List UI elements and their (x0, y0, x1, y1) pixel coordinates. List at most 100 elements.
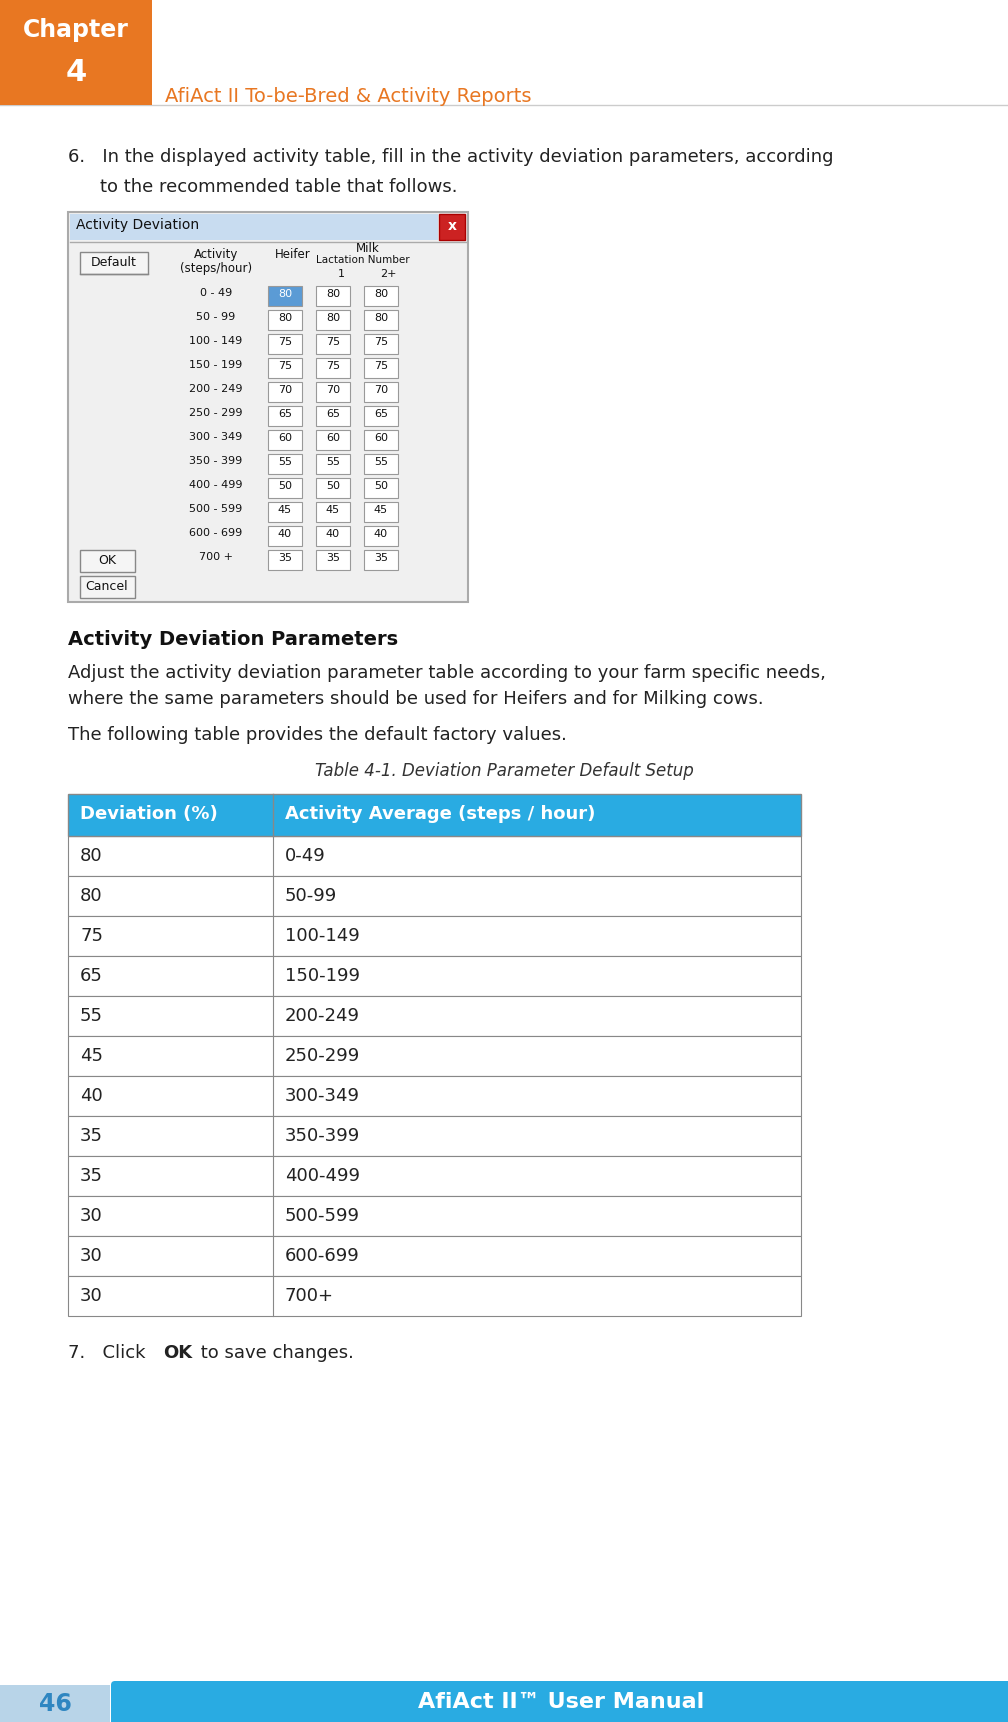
FancyBboxPatch shape (316, 455, 350, 474)
Text: Heifer: Heifer (275, 248, 310, 262)
FancyBboxPatch shape (0, 1686, 110, 1722)
FancyBboxPatch shape (68, 1197, 801, 1236)
Text: AfiAct II™ User Manual: AfiAct II™ User Manual (418, 1693, 705, 1712)
Text: 600 - 699: 600 - 699 (190, 529, 243, 537)
FancyBboxPatch shape (68, 212, 468, 603)
Text: Milk: Milk (356, 243, 380, 255)
FancyBboxPatch shape (364, 382, 398, 401)
FancyBboxPatch shape (364, 503, 398, 522)
Text: 0 - 49: 0 - 49 (200, 288, 232, 298)
FancyBboxPatch shape (316, 286, 350, 307)
Text: 400-499: 400-499 (285, 1168, 360, 1185)
FancyBboxPatch shape (316, 406, 350, 425)
Text: Lactation Number: Lactation Number (317, 255, 410, 265)
FancyBboxPatch shape (364, 334, 398, 355)
Text: 80: 80 (374, 313, 388, 324)
FancyBboxPatch shape (364, 286, 398, 307)
FancyBboxPatch shape (268, 455, 302, 474)
Text: 35: 35 (80, 1126, 103, 1145)
Text: 300-349: 300-349 (285, 1087, 360, 1106)
Text: 35: 35 (326, 553, 340, 563)
FancyBboxPatch shape (68, 1155, 801, 1197)
FancyBboxPatch shape (68, 916, 801, 956)
FancyBboxPatch shape (268, 382, 302, 401)
Text: 65: 65 (374, 410, 388, 418)
Text: Activity Average (steps / hour): Activity Average (steps / hour) (285, 804, 596, 823)
FancyBboxPatch shape (68, 1276, 801, 1316)
Text: 200 - 249: 200 - 249 (190, 384, 243, 394)
Text: 30: 30 (80, 1286, 103, 1305)
Text: Table 4-1. Deviation Parameter Default Setup: Table 4-1. Deviation Parameter Default S… (314, 763, 694, 780)
FancyBboxPatch shape (68, 1037, 801, 1076)
FancyBboxPatch shape (80, 549, 135, 572)
Text: 0-49: 0-49 (285, 847, 326, 864)
Text: 35: 35 (278, 553, 292, 563)
FancyBboxPatch shape (68, 876, 801, 916)
Text: 65: 65 (278, 410, 292, 418)
Text: 55: 55 (374, 456, 388, 467)
FancyBboxPatch shape (268, 286, 302, 307)
FancyBboxPatch shape (268, 503, 302, 522)
Text: 80: 80 (326, 289, 340, 300)
Text: 500-599: 500-599 (285, 1207, 360, 1224)
Text: 350 - 399: 350 - 399 (190, 456, 243, 467)
FancyBboxPatch shape (80, 251, 148, 274)
Text: 80: 80 (80, 887, 103, 906)
Text: 50: 50 (326, 480, 340, 491)
FancyBboxPatch shape (0, 0, 152, 105)
Text: 6.   In the displayed activity table, fill in the activity deviation parameters,: 6. In the displayed activity table, fill… (68, 148, 834, 165)
FancyBboxPatch shape (268, 430, 302, 449)
Text: 45: 45 (374, 505, 388, 515)
FancyBboxPatch shape (316, 525, 350, 546)
FancyBboxPatch shape (364, 549, 398, 570)
Text: Default: Default (91, 257, 137, 269)
FancyBboxPatch shape (316, 382, 350, 401)
FancyBboxPatch shape (439, 214, 465, 239)
FancyBboxPatch shape (316, 430, 350, 449)
Text: OK: OK (98, 554, 116, 567)
Text: 50: 50 (278, 480, 292, 491)
FancyBboxPatch shape (364, 525, 398, 546)
Text: 400 - 499: 400 - 499 (190, 480, 243, 491)
Text: 80: 80 (278, 313, 292, 324)
Text: 46: 46 (38, 1693, 72, 1717)
Text: 600-699: 600-699 (285, 1247, 360, 1266)
Text: The following table provides the default factory values.: The following table provides the default… (68, 727, 566, 744)
Text: 35: 35 (80, 1168, 103, 1185)
Text: 150-199: 150-199 (285, 968, 360, 985)
Text: to save changes.: to save changes. (195, 1343, 354, 1362)
Text: Activity Deviation: Activity Deviation (76, 219, 200, 232)
FancyBboxPatch shape (268, 549, 302, 570)
Text: 50: 50 (374, 480, 388, 491)
Text: 50 - 99: 50 - 99 (197, 312, 236, 322)
Text: 40: 40 (374, 529, 388, 539)
Text: 100-149: 100-149 (285, 926, 360, 945)
Text: 75: 75 (326, 362, 340, 370)
Text: 80: 80 (374, 289, 388, 300)
Text: 70: 70 (326, 386, 340, 394)
Text: 65: 65 (326, 410, 340, 418)
Text: 75: 75 (278, 338, 292, 348)
Text: 500 - 599: 500 - 599 (190, 505, 243, 513)
FancyBboxPatch shape (316, 358, 350, 379)
FancyBboxPatch shape (268, 310, 302, 331)
FancyBboxPatch shape (268, 406, 302, 425)
Text: (steps/hour): (steps/hour) (180, 262, 252, 276)
Text: Activity Deviation Parameters: Activity Deviation Parameters (68, 630, 398, 649)
Text: 55: 55 (278, 456, 292, 467)
FancyBboxPatch shape (111, 1681, 1008, 1722)
Text: 75: 75 (326, 338, 340, 348)
Text: 150 - 199: 150 - 199 (190, 360, 243, 370)
Text: 250 - 299: 250 - 299 (190, 408, 243, 418)
Text: 4: 4 (66, 59, 87, 88)
Text: AfiAct II To-be-Bred & Activity Reports: AfiAct II To-be-Bred & Activity Reports (165, 88, 531, 107)
Text: 40: 40 (80, 1087, 103, 1106)
Text: Chapter: Chapter (23, 17, 129, 41)
FancyBboxPatch shape (364, 455, 398, 474)
Text: 40: 40 (326, 529, 340, 539)
FancyBboxPatch shape (364, 358, 398, 379)
Text: 80: 80 (326, 313, 340, 324)
FancyBboxPatch shape (364, 406, 398, 425)
Text: 40: 40 (278, 529, 292, 539)
Text: 75: 75 (374, 362, 388, 370)
